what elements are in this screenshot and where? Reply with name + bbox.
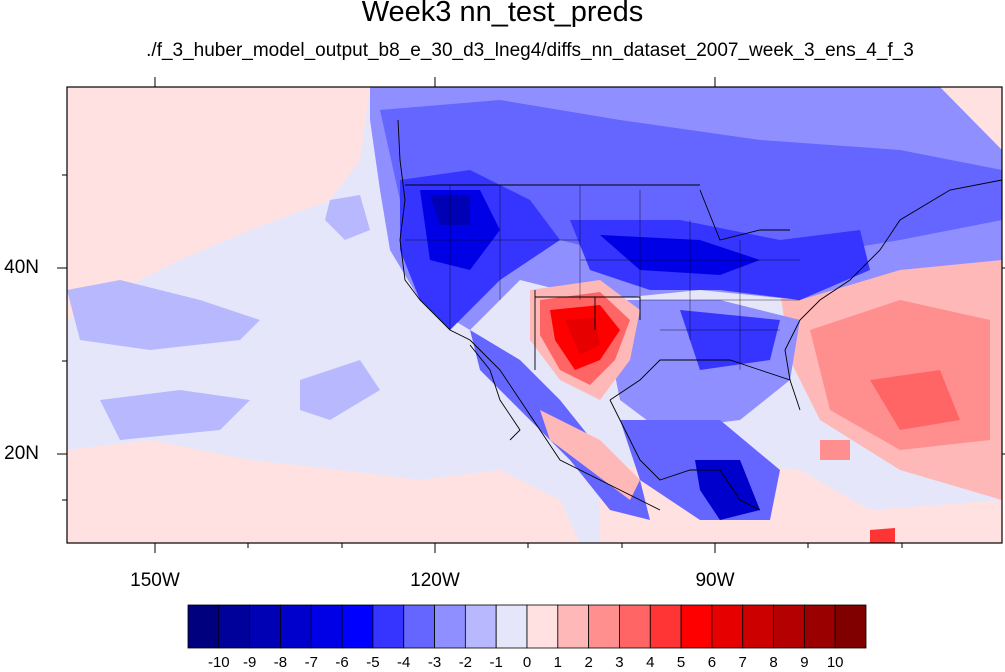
colorbar-swatch bbox=[310, 604, 343, 649]
colorbar-tick-label: 6 bbox=[707, 654, 717, 671]
colorbar-swatch bbox=[434, 604, 466, 649]
plot-subtitle: ./f_3_huber_model_output_b8_e_30_d3_lneg… bbox=[146, 40, 914, 61]
colorbar-tick-label: 0 bbox=[522, 654, 532, 671]
colorbar-tick-label: 10 bbox=[826, 654, 844, 671]
colorbar-swatch bbox=[742, 604, 774, 649]
map-frame bbox=[66, 86, 1003, 544]
colorbar-tick-label: -3 bbox=[427, 654, 442, 671]
colorbar-swatch bbox=[773, 604, 805, 649]
colorbar-tick-label: 3 bbox=[615, 654, 624, 671]
colorbar-swatch bbox=[711, 604, 744, 649]
colorbar-swatch bbox=[557, 604, 590, 649]
field-patch bbox=[695, 460, 760, 520]
lat-label-40n: 40N bbox=[4, 257, 39, 278]
colorbar-tick-label: -10 bbox=[207, 654, 230, 671]
colorbar-tick-label: 4 bbox=[646, 654, 655, 671]
colorbar-swatch bbox=[187, 604, 220, 649]
field-patch bbox=[325, 195, 370, 240]
colorbar-swatch bbox=[680, 604, 713, 649]
colorbar-tick-label: 7 bbox=[738, 654, 747, 671]
colorbar-tick-label: -2 bbox=[458, 654, 473, 671]
field-patch bbox=[67, 440, 580, 543]
colorbar-swatch bbox=[403, 604, 435, 649]
map-field bbox=[67, 87, 1002, 543]
colorbar-swatch bbox=[249, 604, 281, 649]
colorbar-swatch bbox=[834, 604, 867, 649]
colorbar-tick-label: -7 bbox=[304, 654, 318, 671]
colorbar-tick-label: 9 bbox=[800, 654, 809, 671]
lon-label-90w: 90W bbox=[695, 570, 735, 591]
colorbar-tick-label: -1 bbox=[489, 654, 503, 671]
field-patch bbox=[680, 310, 780, 370]
colorbar-tick-label: -5 bbox=[366, 654, 380, 671]
field-patch bbox=[67, 87, 370, 320]
colorbar-swatch bbox=[588, 604, 620, 649]
colorbar-tick-label: 1 bbox=[553, 654, 562, 671]
colorbar-swatch bbox=[495, 604, 528, 649]
field-patch bbox=[300, 360, 380, 420]
field-patch bbox=[565, 318, 600, 355]
field-patch bbox=[540, 410, 640, 500]
lon-label-120w: 120W bbox=[410, 570, 460, 591]
lon-label-150w: 150W bbox=[130, 570, 180, 591]
colorbar-swatch bbox=[619, 604, 651, 649]
colorbar-swatch bbox=[341, 604, 374, 649]
colorbar-tick-label: -8 bbox=[273, 654, 288, 671]
state-borders bbox=[405, 185, 800, 370]
colorbar-tick-label: -6 bbox=[335, 654, 349, 671]
colorbar-swatch bbox=[649, 604, 682, 649]
colorbar-swatch bbox=[803, 604, 836, 649]
colorbar-tick-label: 8 bbox=[769, 654, 778, 671]
colorbar-tick-label: 5 bbox=[676, 654, 686, 671]
field-patch bbox=[870, 528, 895, 543]
colorbar-tick-label: -9 bbox=[242, 654, 257, 671]
field-patch bbox=[870, 370, 960, 430]
colorbar-swatch bbox=[526, 604, 559, 649]
colorbar-swatch bbox=[372, 604, 405, 649]
plot-title: Week3 nn_test_preds bbox=[361, 0, 644, 28]
colorbar-tick-label: 2 bbox=[584, 654, 593, 671]
colorbar-tick-label: -4 bbox=[397, 654, 411, 671]
colorbar bbox=[187, 604, 867, 649]
lat-label-20n: 20N bbox=[4, 443, 39, 464]
field-patch bbox=[100, 390, 250, 440]
colorbar-swatch bbox=[464, 604, 497, 649]
field-patch bbox=[820, 440, 850, 460]
field-patch bbox=[67, 280, 260, 350]
colorbar-swatch bbox=[280, 604, 312, 649]
colorbar-swatch bbox=[218, 604, 251, 649]
